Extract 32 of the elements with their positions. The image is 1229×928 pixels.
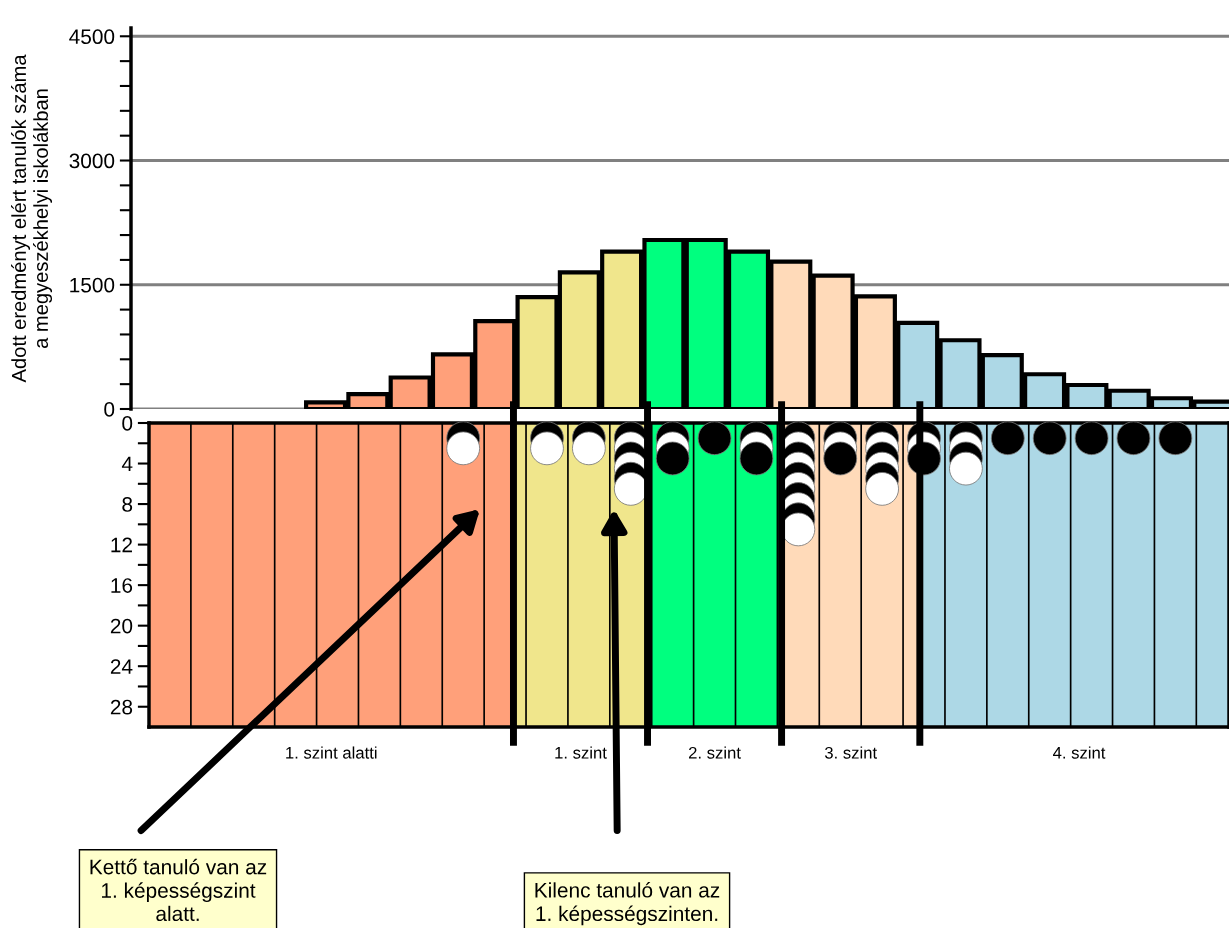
point <box>446 431 481 466</box>
point <box>1074 421 1109 456</box>
text: 1. szint <box>555 746 607 759</box>
y-tick-label: 0 <box>122 416 133 431</box>
text: Kettő tanuló van az 1. képességszint alatt. <box>90 858 267 922</box>
y-tick-label: 4 <box>121 456 133 472</box>
point <box>1116 421 1151 456</box>
point <box>1158 421 1193 456</box>
point <box>865 472 899 506</box>
y-tick-label: 0 <box>104 402 115 417</box>
text: 3. szint <box>824 746 877 759</box>
text: 1. szint alatti <box>286 746 377 759</box>
point <box>572 431 606 466</box>
y-tick-label: 1500 <box>70 277 115 293</box>
y-tick-label: 12 <box>111 537 132 553</box>
text: 2. szint <box>688 746 741 759</box>
y-tick-label: 16 <box>111 578 133 593</box>
y-tick-label: 20 <box>110 618 133 634</box>
y-tick-label: 4500 <box>69 29 115 45</box>
point <box>990 421 1025 456</box>
y-tick-label: 3000 <box>69 153 115 169</box>
point <box>697 421 732 456</box>
point <box>739 441 774 476</box>
y-axis-title: Adott eredményt elért tanulók száma a megyeszékhelyi iskolákban <box>11 54 53 383</box>
point <box>1032 421 1067 456</box>
y-tick-label: 28 <box>110 699 133 715</box>
text: 4. szint <box>1053 746 1106 759</box>
text: Kilenc tanuló van az 1. képességszinten. <box>535 882 720 926</box>
point <box>949 451 983 486</box>
y-tick-label: 24 <box>110 659 133 674</box>
y-tick-label: 8 <box>122 497 133 512</box>
point <box>530 431 564 466</box>
